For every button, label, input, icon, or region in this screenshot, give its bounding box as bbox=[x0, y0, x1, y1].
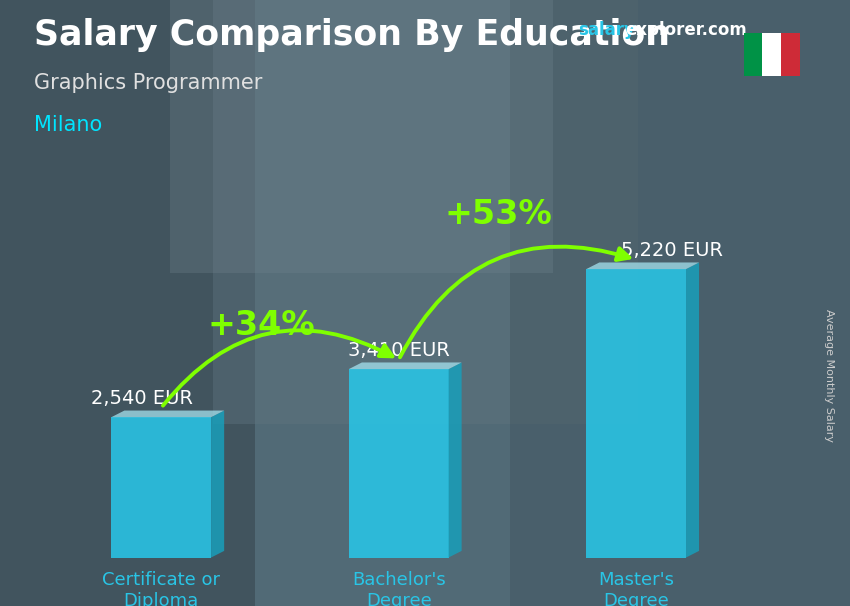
Polygon shape bbox=[111, 410, 224, 417]
Bar bbox=[170, 0, 552, 273]
Text: Salary Comparison By Education: Salary Comparison By Education bbox=[34, 18, 670, 52]
Text: explorer.com: explorer.com bbox=[625, 21, 746, 39]
Bar bbox=[0, 0, 255, 606]
Text: +34%: +34% bbox=[207, 308, 314, 342]
Text: salary: salary bbox=[578, 21, 635, 39]
Text: Milano: Milano bbox=[34, 115, 102, 135]
Text: 5,220 EUR: 5,220 EUR bbox=[620, 241, 722, 260]
Polygon shape bbox=[586, 262, 699, 269]
Bar bbox=[212, 0, 638, 424]
Bar bbox=[348, 369, 449, 558]
Polygon shape bbox=[348, 362, 462, 369]
Text: Average Monthly Salary: Average Monthly Salary bbox=[824, 309, 834, 442]
Polygon shape bbox=[211, 410, 224, 558]
Bar bbox=[510, 0, 850, 606]
Polygon shape bbox=[686, 262, 699, 558]
Text: 2,540 EUR: 2,540 EUR bbox=[91, 389, 193, 408]
Polygon shape bbox=[449, 362, 462, 558]
Text: Graphics Programmer: Graphics Programmer bbox=[34, 73, 263, 93]
Text: +53%: +53% bbox=[445, 198, 552, 231]
Text: 3,410 EUR: 3,410 EUR bbox=[348, 341, 450, 360]
Bar bbox=[111, 417, 211, 558]
Bar bbox=[586, 269, 686, 558]
